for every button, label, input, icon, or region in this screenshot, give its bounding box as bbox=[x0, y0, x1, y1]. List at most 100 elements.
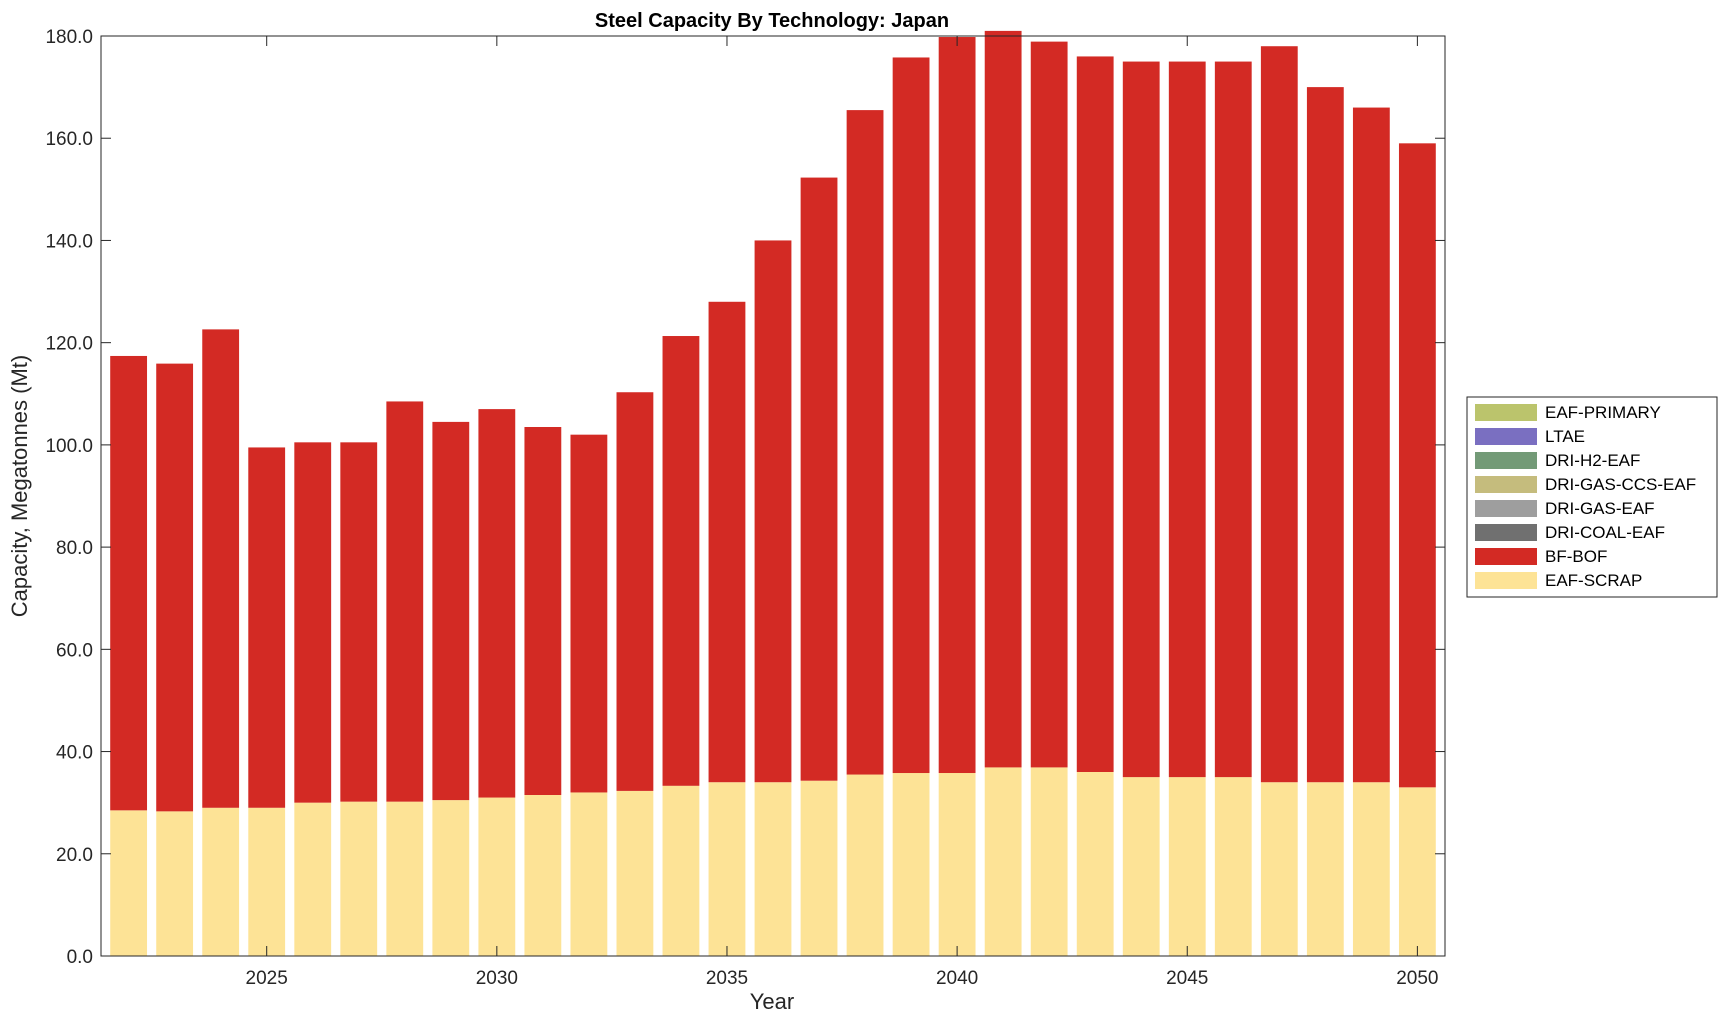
legend-label-bf-bof: BF-BOF bbox=[1545, 547, 1607, 566]
bar-bf-bof-2039 bbox=[892, 57, 930, 774]
legend-box bbox=[1466, 396, 1718, 598]
bar-bf-bof-2035 bbox=[708, 301, 746, 783]
bar-eaf-scrap-2049 bbox=[1352, 782, 1390, 956]
legend-swatch-bf-bof bbox=[1475, 548, 1537, 565]
bar-bf-bof-2047 bbox=[1260, 46, 1298, 783]
bar-eaf-scrap-2044 bbox=[1122, 777, 1160, 956]
bars-layer bbox=[110, 30, 1436, 956]
bar-bf-bof-2042 bbox=[1030, 41, 1068, 768]
bar-bf-bof-2025 bbox=[248, 447, 286, 808]
legend-swatch-dri-gas-eaf bbox=[1475, 500, 1537, 517]
bar-bf-bof-2036 bbox=[754, 240, 792, 783]
bar-eaf-scrap-2025 bbox=[248, 807, 286, 956]
y-tick-label: 60.0 bbox=[56, 640, 93, 661]
axes-layer: 0.0 20.0 40.0 60.0 80.0 100.0 120.0 140.0 160.0 1… bbox=[45, 27, 1446, 989]
bar-eaf-scrap-2030 bbox=[478, 797, 516, 956]
x-tick-label: 2025 bbox=[246, 968, 288, 989]
bar-bf-bof-2040 bbox=[938, 37, 976, 774]
bar-eaf-scrap-2033 bbox=[616, 790, 654, 956]
bar-eaf-scrap-2029 bbox=[432, 800, 470, 956]
y-tick-label: 0.0 bbox=[67, 947, 93, 968]
bar-eaf-scrap-2046 bbox=[1214, 777, 1252, 956]
bar-eaf-scrap-2039 bbox=[892, 773, 930, 956]
legend-label-dri-h2-eaf: DRI-H2-EAF bbox=[1545, 451, 1640, 470]
legend-label-ltae: LTAE bbox=[1545, 427, 1585, 446]
bar-bf-bof-2045 bbox=[1168, 61, 1206, 778]
bar-eaf-scrap-2050 bbox=[1398, 787, 1436, 956]
legend-label-dri-gas-ccs-eaf: DRI-GAS-CCS-EAF bbox=[1545, 475, 1696, 494]
bar-eaf-scrap-2026 bbox=[294, 802, 332, 956]
legend-label-eaf-primary: EAF-PRIMARY bbox=[1545, 403, 1661, 422]
legend: EAF-PRIMARY LTAE DRI-H2-EAF DRI-GAS-CCS-EAF… bbox=[1466, 396, 1718, 598]
bar-eaf-scrap-2043 bbox=[1076, 772, 1114, 956]
bar-eaf-scrap-2047 bbox=[1260, 782, 1298, 956]
x-axis-title: Year bbox=[750, 989, 794, 1014]
bar-bf-bof-2031 bbox=[524, 427, 562, 795]
y-tick-label: 40.0 bbox=[56, 743, 93, 764]
bar-eaf-scrap-2032 bbox=[570, 792, 608, 956]
x-tick-label: 2045 bbox=[1166, 968, 1208, 989]
bar-bf-bof-2022 bbox=[110, 355, 148, 811]
bar-eaf-scrap-2038 bbox=[846, 774, 884, 956]
bar-bf-bof-2028 bbox=[386, 401, 424, 802]
x-tick-label: 2040 bbox=[936, 968, 978, 989]
y-axis-title: Capacity, Megatonnes (Mt) bbox=[7, 355, 32, 617]
bar-bf-bof-2034 bbox=[662, 336, 700, 786]
bar-bf-bof-2029 bbox=[432, 421, 470, 801]
bar-bf-bof-2033 bbox=[616, 392, 654, 791]
legend-swatch-eaf-scrap bbox=[1475, 572, 1537, 589]
bar-bf-bof-2026 bbox=[294, 442, 332, 803]
bar-eaf-scrap-2041 bbox=[984, 767, 1022, 956]
bar-eaf-scrap-2022 bbox=[110, 810, 148, 956]
x-tick-label: 2035 bbox=[706, 968, 748, 989]
bar-eaf-scrap-2040 bbox=[938, 773, 976, 956]
bar-eaf-scrap-2031 bbox=[524, 795, 562, 956]
plot-area-border bbox=[100, 35, 1446, 957]
legend-swatch-dri-coal-eaf bbox=[1475, 524, 1537, 541]
x-tick-label: 2030 bbox=[476, 968, 518, 989]
bar-bf-bof-2050 bbox=[1398, 143, 1436, 788]
bar-bf-bof-2024 bbox=[202, 329, 240, 808]
bar-bf-bof-2030 bbox=[478, 409, 516, 798]
chart-title: Steel Capacity By Technology: Japan bbox=[595, 10, 949, 32]
y-tick-label: 80.0 bbox=[56, 538, 93, 559]
bar-bf-bof-2023 bbox=[156, 363, 194, 812]
bar-bf-bof-2038 bbox=[846, 110, 884, 775]
bar-eaf-scrap-2036 bbox=[754, 782, 792, 956]
y-tick-label: 180.0 bbox=[45, 27, 93, 48]
bar-eaf-scrap-2045 bbox=[1168, 777, 1206, 956]
y-tick-label: 100.0 bbox=[45, 436, 93, 457]
bar-eaf-scrap-2034 bbox=[662, 785, 700, 956]
x-tick-label: 2050 bbox=[1396, 968, 1438, 989]
bar-eaf-scrap-2042 bbox=[1030, 767, 1068, 956]
bar-bf-bof-2043 bbox=[1076, 56, 1114, 772]
y-tick-label: 120.0 bbox=[45, 334, 93, 355]
bar-bf-bof-2027 bbox=[340, 442, 378, 802]
bar-bf-bof-2037 bbox=[800, 177, 838, 781]
bar-eaf-scrap-2028 bbox=[386, 801, 424, 956]
bar-bf-bof-2046 bbox=[1214, 61, 1252, 778]
bar-bf-bof-2049 bbox=[1352, 107, 1390, 783]
legend-swatch-dri-h2-eaf bbox=[1475, 452, 1537, 469]
bar-bf-bof-2044 bbox=[1122, 61, 1160, 778]
bar-eaf-scrap-2035 bbox=[708, 782, 746, 956]
legend-label-eaf-scrap: EAF-SCRAP bbox=[1545, 571, 1642, 590]
y-tick-label: 160.0 bbox=[45, 129, 93, 150]
bar-eaf-scrap-2027 bbox=[340, 801, 378, 956]
bar-bf-bof-2032 bbox=[570, 434, 608, 793]
bar-eaf-scrap-2037 bbox=[800, 780, 838, 956]
legend-label-dri-gas-eaf: DRI-GAS-EAF bbox=[1545, 499, 1655, 518]
legend-swatch-ltae bbox=[1475, 428, 1537, 445]
legend-swatch-eaf-primary bbox=[1475, 404, 1537, 421]
bar-eaf-scrap-2023 bbox=[156, 811, 194, 956]
bar-eaf-scrap-2048 bbox=[1306, 782, 1344, 956]
bar-eaf-scrap-2024 bbox=[202, 807, 240, 956]
legend-swatch-dri-gas-ccs-eaf bbox=[1475, 476, 1537, 493]
y-tick-label: 140.0 bbox=[45, 231, 93, 252]
y-tick-label: 20.0 bbox=[56, 845, 93, 866]
legend-label-dri-coal-eaf: DRI-COAL-EAF bbox=[1545, 523, 1665, 542]
bar-bf-bof-2041 bbox=[984, 30, 1022, 768]
bar-bf-bof-2048 bbox=[1306, 87, 1344, 783]
